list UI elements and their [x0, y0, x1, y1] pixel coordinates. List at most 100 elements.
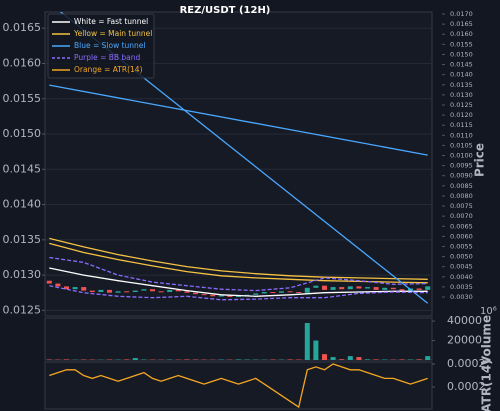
candle [193, 292, 198, 295]
y2-tick-label: 0.0030 [450, 293, 473, 301]
y-tick-label: 0.0150 [3, 127, 42, 140]
candle [141, 289, 147, 291]
legend-label: Purple = BB band [74, 53, 141, 62]
volume-bar [373, 359, 379, 360]
volume-bar [132, 358, 138, 360]
candle [132, 290, 138, 293]
atr-panel [44, 361, 433, 410]
candle [253, 293, 259, 295]
y2-axis-label: Volume [480, 315, 494, 365]
candle [107, 289, 112, 293]
candle [416, 288, 422, 290]
candle [72, 287, 78, 290]
y2-tick-label: 0.0070 [450, 212, 473, 220]
candle [287, 291, 293, 293]
chart-title: REZ/USDT (12H) [180, 5, 271, 16]
volume-bar [184, 359, 190, 360]
candle [210, 294, 216, 297]
y2-tick-label: 0.0130 [450, 91, 473, 99]
series-line [49, 285, 428, 301]
y-tick-label: 0.0002 [447, 380, 486, 393]
y-tick-label: 0.0140 [3, 198, 42, 211]
candle [373, 287, 379, 290]
y2-tick-label: 0.0045 [450, 263, 473, 271]
candle [115, 291, 121, 293]
y2-axis-label: Price [473, 143, 487, 177]
volume-bar [287, 359, 293, 360]
y2-tick-label: 0.0095 [450, 162, 473, 170]
volume-bar [64, 359, 69, 360]
candle [330, 287, 336, 290]
volume-panel [44, 317, 433, 361]
y2-tick-label: 0.0050 [450, 253, 473, 261]
y2-tick-label: 0.0135 [450, 81, 473, 89]
series-line [49, 267, 428, 297]
candle [356, 286, 362, 289]
volume-bar [236, 359, 241, 360]
y2-tick-label: 0.0090 [450, 172, 473, 180]
legend-label: White = Fast tunnel [74, 17, 148, 26]
y2-tick-label: 0.0140 [450, 71, 473, 79]
y-tick-label: 0.0145 [3, 162, 42, 175]
candle [296, 292, 302, 294]
volume-bar [339, 359, 345, 360]
candle [322, 285, 327, 290]
candle [339, 287, 345, 290]
volume-bar [347, 356, 353, 360]
volume-bar [304, 323, 310, 360]
candle [46, 280, 52, 284]
y2-tick-label: 0.0035 [450, 283, 473, 291]
legend-box [47, 13, 155, 79]
candle [270, 292, 276, 294]
volume-bar [365, 359, 370, 360]
series-line [49, 363, 428, 409]
candle [150, 289, 155, 292]
candle [64, 286, 69, 290]
series-line [49, 237, 428, 280]
candle [81, 287, 87, 291]
candle [124, 291, 130, 293]
candle [236, 295, 241, 297]
y-tick-label: 0.0130 [3, 268, 42, 281]
y2-tick-label: 0.0125 [450, 101, 473, 109]
candle [167, 289, 173, 293]
volume-bar [356, 357, 362, 360]
y2-tick-label: 0.0120 [450, 111, 473, 119]
candle [227, 295, 233, 297]
candle [261, 292, 267, 294]
y-tick-label: 0.0165 [3, 21, 42, 34]
y2-tick-label: 0.0080 [450, 192, 473, 200]
y2-tick-label: 0.0100 [450, 152, 473, 160]
y2-tick-label: 0.0170 [450, 10, 473, 18]
y2-tick-label: 0.0165 [450, 20, 473, 28]
plot-area [49, 363, 428, 409]
candle [184, 291, 190, 293]
candle [89, 290, 95, 293]
candle [175, 289, 181, 292]
candle [201, 294, 207, 296]
candle [55, 283, 61, 287]
volume-bar [330, 357, 336, 360]
y2-tick-label: 0.0065 [450, 222, 473, 230]
y2-axis-label: ATR(14) [480, 359, 494, 411]
volume-bar [425, 356, 431, 360]
y2-tick-label: 0.0040 [450, 273, 473, 281]
candle [365, 287, 370, 289]
y-tick-label: 0.0155 [3, 92, 42, 105]
y2-tick-label: 0.0115 [450, 121, 473, 129]
volume-bar [322, 354, 327, 360]
legend-label: Blue = Slow tunnel [74, 41, 146, 50]
candle [382, 287, 388, 290]
y2-tick-label: 0.0085 [450, 182, 473, 190]
y2-tick-label: 0.0160 [450, 30, 473, 38]
volume-bar [124, 359, 130, 360]
y-tick-label: 0.0002 [447, 357, 486, 370]
y2-tick-label: 0.0060 [450, 232, 473, 240]
y2-tick-label: 0.0055 [450, 242, 473, 250]
candle [390, 287, 396, 290]
candle [279, 291, 284, 293]
candle [304, 287, 310, 293]
y2-tick-label: 0.0105 [450, 141, 473, 149]
